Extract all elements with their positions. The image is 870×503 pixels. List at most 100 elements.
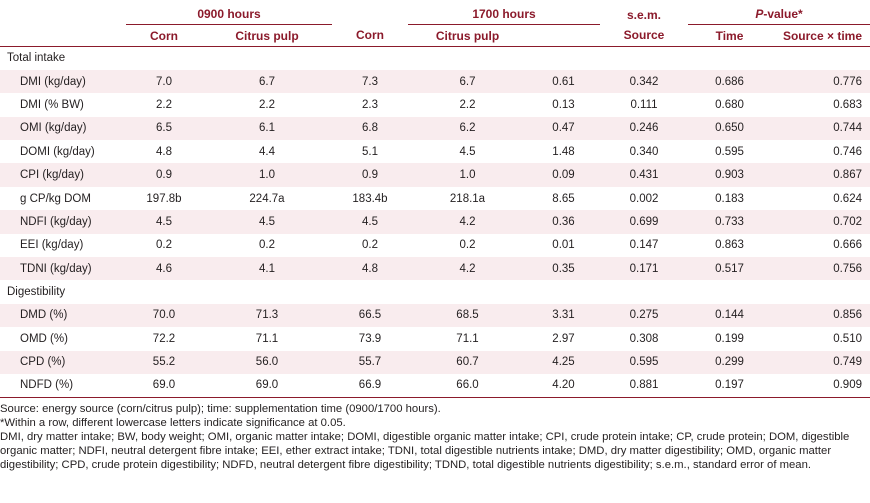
results-table: 0900 hours 1700 hours s.e.m. P-value* Co… bbox=[0, 0, 870, 398]
cell-p-time: 0.517 bbox=[715, 262, 744, 275]
table-row: NDFD (%) 69.0 69.0 66.9 66.0 4.20 0.881 0.197 0.… bbox=[0, 373, 870, 398]
header-pvalue-rest: -value* bbox=[763, 7, 803, 21]
cell-citrus0900: 1.0 bbox=[259, 169, 275, 182]
cell-corn1700: 66.9 bbox=[332, 373, 408, 398]
cell-p-source: 0.431 bbox=[629, 169, 659, 182]
header-source: Source bbox=[600, 24, 688, 47]
cell-p-interaction: 0.683 bbox=[833, 98, 862, 111]
cell-sem: 0.01 bbox=[552, 239, 575, 252]
cell-citrus0900: 6.7 bbox=[259, 75, 275, 88]
cell-sem: 0.13 bbox=[552, 98, 575, 111]
row-label: OMI (kg/day) bbox=[20, 122, 87, 135]
header-citrus-0900: Citrus pulp bbox=[202, 24, 332, 47]
row-label: OMD (%) bbox=[20, 332, 68, 345]
cell-p-time: 0.686 bbox=[715, 75, 744, 88]
row-label: DMD (%) bbox=[20, 309, 68, 322]
cell-p-source: 0.699 bbox=[629, 215, 659, 228]
table-row: g CP/kg DOM 197.8b 224.7a 183.4b 218.1a 8.65 0… bbox=[0, 187, 870, 210]
cell-citrus0900: 6.1 bbox=[259, 122, 275, 135]
row-label: g CP/kg DOM bbox=[20, 192, 91, 205]
cell-p-interaction: 0.867 bbox=[833, 169, 862, 182]
cell-p-interaction: 0.856 bbox=[833, 309, 862, 322]
cell-sem: 4.20 bbox=[527, 373, 600, 398]
row-label: CPI (kg/day) bbox=[20, 169, 84, 182]
cell-corn0900: 4.8 bbox=[156, 145, 172, 158]
note-source: Source: energy source (corn/citrus pulp)… bbox=[0, 402, 441, 415]
table-notes: Source: energy source (corn/citrus pulp)… bbox=[0, 398, 870, 472]
cell-citrus1700: 4.2 bbox=[459, 215, 476, 228]
cell-p-source: 0.002 bbox=[629, 192, 659, 205]
cell-p-source: 0.595 bbox=[629, 356, 659, 369]
cell-corn0900: 6.5 bbox=[156, 122, 172, 135]
cell-citrus1700: 60.7 bbox=[456, 356, 479, 369]
cell-corn0900: 0.2 bbox=[156, 239, 172, 252]
cell-corn0900: 70.0 bbox=[152, 309, 176, 322]
cell-p-time: 0.144 bbox=[715, 309, 744, 322]
cell-p-source: 0.111 bbox=[630, 98, 658, 111]
cell-corn1700: 73.9 bbox=[358, 332, 382, 345]
cell-citrus0900: 71.3 bbox=[255, 309, 279, 322]
section-title: Digestibility bbox=[7, 286, 66, 299]
row-label: NDFI (kg/day) bbox=[20, 215, 92, 228]
header-group-0900: 0900 hours bbox=[126, 0, 332, 25]
cell-corn1700: 0.2 bbox=[362, 239, 378, 252]
cell-p-time: 0.680 bbox=[715, 98, 744, 111]
cell-corn1700: 5.1 bbox=[362, 145, 378, 158]
cell-p-time: 0.650 bbox=[715, 122, 744, 135]
cell-p-interaction: 0.744 bbox=[833, 122, 862, 135]
cell-p-source: 0.308 bbox=[629, 332, 659, 345]
cell-corn1700: 4.8 bbox=[362, 262, 378, 275]
cell-corn1700: 183.4b bbox=[352, 192, 388, 205]
cell-corn1700: 2.3 bbox=[362, 98, 378, 111]
cell-citrus0900: 4.4 bbox=[259, 145, 275, 158]
cell-p-time: 0.733 bbox=[715, 215, 744, 228]
table-row: DMI (kg/day) 7.0 6.7 7.3 6.7 0.61 0.342 0.686 0.… bbox=[0, 69, 870, 94]
note-abbreviations: DMI, dry matter intake; BW, body weight;… bbox=[0, 430, 850, 471]
row-label: DMI (% BW) bbox=[20, 98, 84, 111]
cell-corn1700: 0.9 bbox=[362, 169, 378, 182]
cell-citrus1700: 6.7 bbox=[459, 75, 476, 88]
cell-corn0900: 4.5 bbox=[156, 215, 172, 228]
cell-p-interaction: 0.756 bbox=[833, 262, 862, 275]
section-header-row: Digestibility bbox=[0, 280, 870, 303]
cell-citrus0900: 69.0 bbox=[202, 373, 332, 398]
cell-sem: 3.31 bbox=[552, 309, 575, 322]
row-label: CPD (%) bbox=[20, 356, 66, 369]
cell-p-time: 0.903 bbox=[715, 169, 744, 182]
cell-p-interaction: 0.666 bbox=[833, 239, 862, 252]
cell-p-time: 0.197 bbox=[688, 373, 771, 398]
header-pvalue-italic: P bbox=[755, 7, 764, 21]
cell-p-source: 0.171 bbox=[629, 262, 659, 275]
cell-p-interaction: 0.776 bbox=[833, 75, 862, 88]
cell-p-source: 0.342 bbox=[629, 75, 659, 88]
table-row: NDFI (kg/day) 4.5 4.5 4.5 4.2 0.36 0.699 0.733 0… bbox=[0, 210, 870, 234]
cell-corn1700: 6.8 bbox=[362, 122, 378, 135]
table-row: TDNI (kg/day) 4.6 4.1 4.8 4.2 0.35 0.171 0.517 0… bbox=[0, 257, 870, 281]
cell-p-time: 0.299 bbox=[715, 356, 744, 369]
cell-citrus0900: 56.0 bbox=[255, 356, 279, 369]
cell-corn1700: 55.7 bbox=[358, 356, 382, 369]
cell-sem: 0.35 bbox=[552, 262, 575, 275]
cell-p-time: 0.199 bbox=[715, 332, 744, 345]
cell-citrus0900: 2.2 bbox=[259, 98, 275, 111]
cell-corn1700: 4.5 bbox=[362, 215, 378, 228]
cell-corn0900: 72.2 bbox=[152, 332, 176, 345]
table-row: DOMI (kg/day) 4.8 4.4 5.1 4.5 1.48 0.340 0.595 0… bbox=[0, 140, 870, 163]
cell-corn1700: 66.5 bbox=[358, 309, 382, 322]
cell-p-time: 0.863 bbox=[715, 239, 744, 252]
table-body: Total intake DMI (kg/day) 7.0 6.7 7.3 6.7 0.61… bbox=[0, 47, 870, 398]
cell-corn0900: 197.8b bbox=[146, 192, 182, 205]
cell-citrus0900: 224.7a bbox=[249, 192, 285, 205]
cell-corn0900: 0.9 bbox=[156, 169, 172, 182]
cell-p-interaction: 0.749 bbox=[833, 356, 862, 369]
header-corn-0900: Corn bbox=[126, 24, 202, 47]
cell-citrus1700: 4.2 bbox=[459, 262, 476, 275]
cell-citrus0900: 4.5 bbox=[259, 215, 275, 228]
cell-sem: 0.36 bbox=[552, 215, 575, 228]
cell-corn0900: 4.6 bbox=[156, 262, 172, 275]
cell-sem: 2.97 bbox=[552, 332, 575, 345]
table-row: OMI (kg/day) 6.5 6.1 6.8 6.2 0.47 0.246 0.650 0.… bbox=[0, 116, 870, 141]
cell-citrus1700: 71.1 bbox=[456, 332, 479, 345]
cell-p-source: 0.881 bbox=[600, 373, 688, 398]
cell-citrus1700: 6.2 bbox=[459, 122, 476, 135]
